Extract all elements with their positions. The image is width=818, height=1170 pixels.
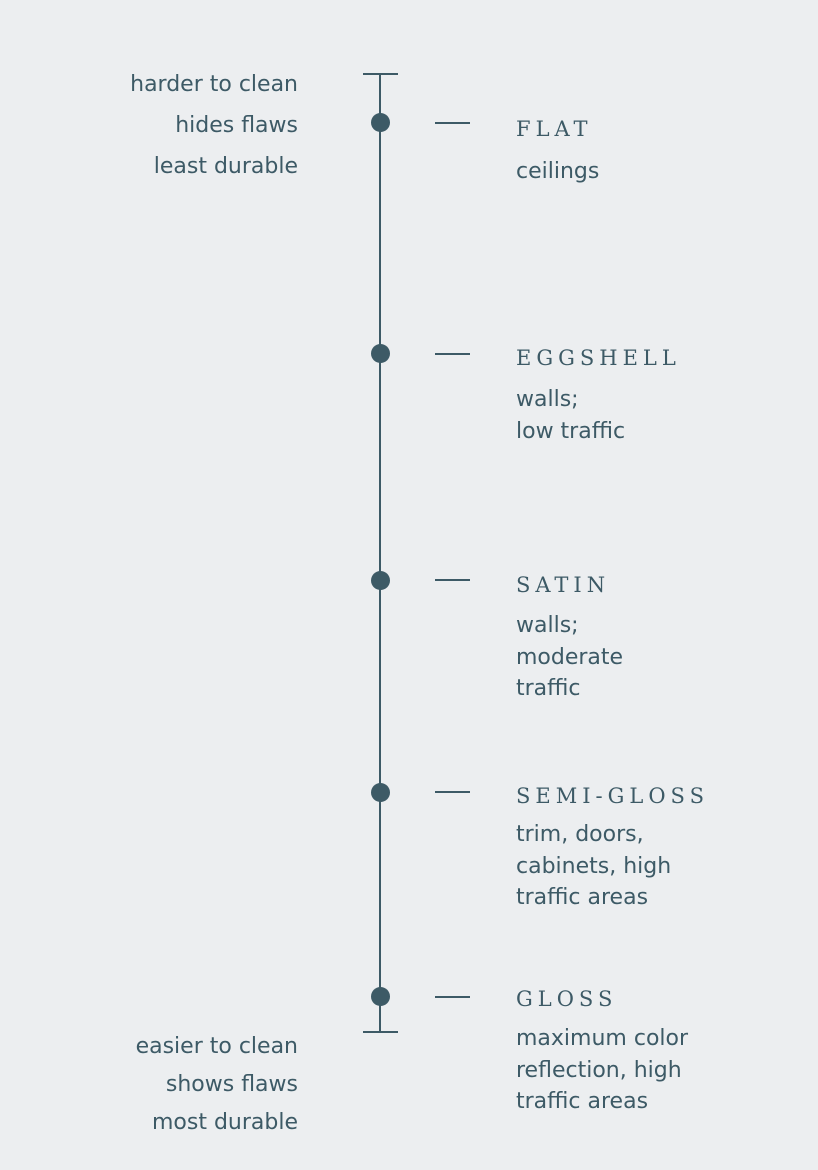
top-scale-labels: harder to clean hides flaws least durabl… [130,64,298,187]
finish-marker-satin [371,571,390,590]
axis-top-cap [363,73,398,75]
bottom-label: easier to clean [135,1034,298,1059]
bottom-label: most durable [151,1110,298,1135]
finish-name: FLAT [516,117,593,141]
finish-name: GLOSS [516,987,618,1011]
finish-connector [435,996,470,998]
bottom-label: shows flaws [165,1072,298,1097]
finish-connector [435,791,470,793]
finish-marker-flat [371,113,390,132]
finish-name: SEMI-GLOSS [516,784,709,808]
top-label: harder to clean [130,72,298,97]
scale-axis [379,74,381,1032]
finish-use: ceilings [516,159,600,184]
finish-connector [435,353,470,355]
top-label: hides flaws [175,113,298,138]
finish-connector [435,579,470,581]
finish-use: walls; low traffic [516,387,626,444]
finish-marker-gloss [371,987,390,1006]
bottom-scale-labels: easier to clean shows flaws most durable [136,1028,298,1142]
finish-name: EGGSHELL [516,346,681,370]
finish-connector [435,122,470,124]
finish-use: walls; moderate traffic [516,613,624,701]
finish-use: maximum color reflection, high traffic a… [516,1026,689,1114]
finish-marker-semi-gloss [371,783,390,802]
finish-use: trim, doors, cabinets, high traffic area… [516,822,672,910]
finish-marker-eggshell [371,344,390,363]
axis-bottom-cap [363,1031,398,1033]
finish-name: SATIN [516,573,611,597]
top-label: least durable [153,154,298,179]
